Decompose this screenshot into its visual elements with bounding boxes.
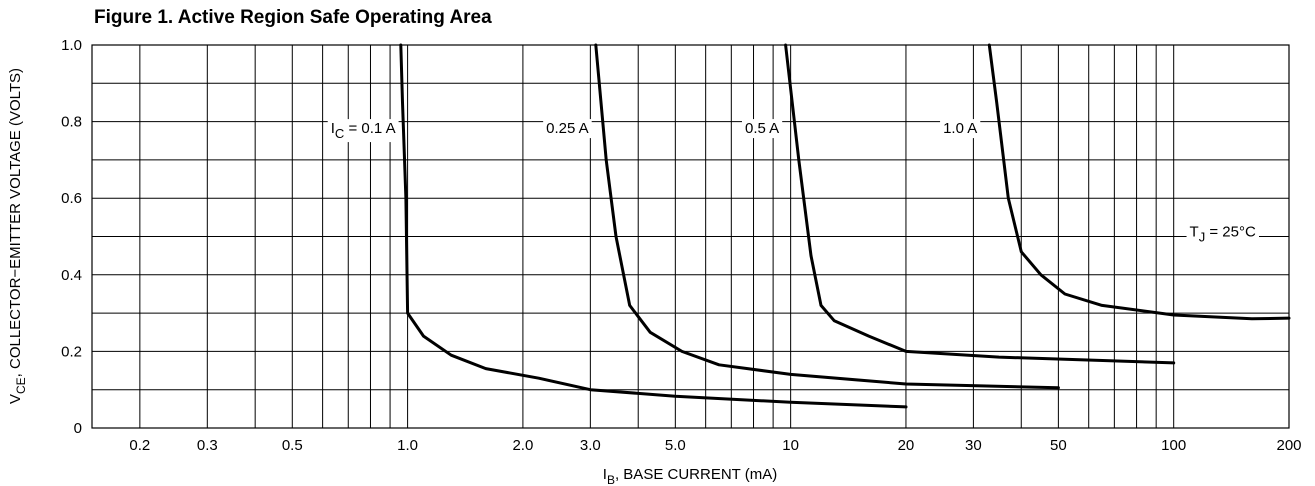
curve-label-0-background <box>327 119 399 143</box>
x-tick-label: 200 <box>1276 437 1301 454</box>
plot-frame <box>91 44 1290 429</box>
y-axis-label: VCE, COLLECTOR−EMITTER VOLTAGE (VOLTS) <box>7 68 28 404</box>
y-tick-label: 0.4 <box>61 267 82 284</box>
x-tick-label: 10 <box>782 437 799 454</box>
x-tick-label: 0.3 <box>197 437 218 454</box>
grid <box>92 45 1289 428</box>
curve-label-3: 1.0 A <box>940 119 981 139</box>
x-tick-label: 3.0 <box>580 437 601 454</box>
curve-ic-2 <box>784 43 1176 365</box>
tick-labels: 0.2 0.3 0.5 1.0 2.0 3.0 5.0 10 20 30 50 100 200 0 0.2 0… <box>61 37 1301 454</box>
y-tick-label: 0.2 <box>61 343 82 360</box>
svg-text:1.0 A: 1.0 A <box>943 120 977 137</box>
x-tick-label: 50 <box>1050 437 1067 454</box>
temperature-annotation: TJ = 25°C <box>1186 222 1259 246</box>
curve-ic-3 <box>987 43 1291 321</box>
x-tick-label: 0.2 <box>129 437 150 454</box>
x-tick-label: 5.0 <box>665 437 686 454</box>
x-tick-label: 2.0 <box>512 437 533 454</box>
curve-label-3-background <box>940 119 981 139</box>
x-tick-label: 1.0 <box>397 437 418 454</box>
curve-label-2: 0.5 A <box>741 119 783 139</box>
y-tick-label: 0.8 <box>61 114 82 131</box>
x-tick-label: 30 <box>965 437 982 454</box>
y-tick-label: 1.0 <box>61 37 82 54</box>
curve-ic-0 <box>399 43 908 409</box>
svg-text:IC = 0.1 A: IC = 0.1 A <box>331 120 396 141</box>
temperature-annotation-background <box>1186 222 1259 246</box>
x-axis-label: IB, BASE CURRENT (mA) <box>603 466 777 486</box>
curve-label-2-background <box>741 119 783 139</box>
x-tick-label: 20 <box>898 437 915 454</box>
y-tick-label: 0.6 <box>61 190 82 207</box>
svg-text:0.25 A: 0.25 A <box>546 120 589 137</box>
curve-ic-1 <box>594 43 1060 390</box>
svg-text:0.5 A: 0.5 A <box>745 120 779 137</box>
x-tick-label: 0.5 <box>282 437 303 454</box>
curve-labels: IC = 0.1 A 0.25 A 0.5 A 1.0 A TJ = 25°C <box>327 119 1259 246</box>
curve-label-1: 0.25 A <box>543 119 592 139</box>
svg-text:TJ = 25°C: TJ = 25°C <box>1190 224 1256 245</box>
curve-label-1-background <box>543 119 592 139</box>
chart-title: Figure 1. Active Region Safe Operating A… <box>94 7 492 28</box>
curves <box>399 43 1291 409</box>
y-tick-label: 0 <box>74 420 82 437</box>
x-tick-label: 100 <box>1161 437 1186 454</box>
curve-label-0: IC = 0.1 A <box>327 119 399 143</box>
